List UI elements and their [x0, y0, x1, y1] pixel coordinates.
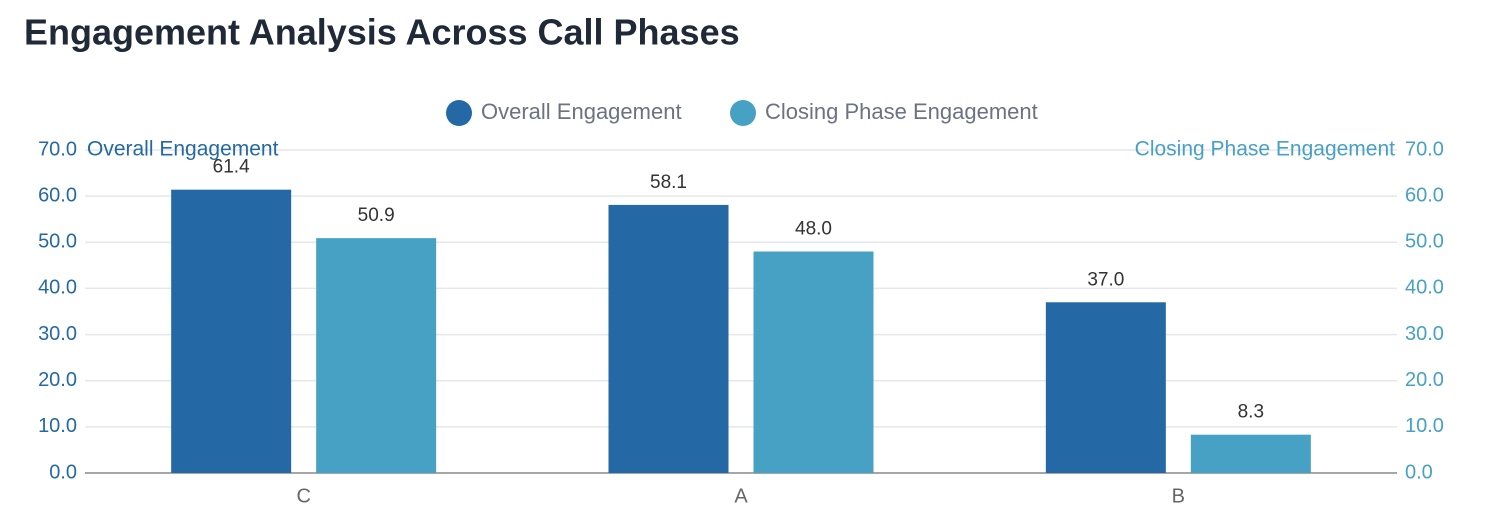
- legend-marker: [730, 100, 756, 126]
- x-tick-label: A: [734, 485, 748, 507]
- y2-tick-label: 30.0: [1405, 323, 1444, 345]
- bar: [753, 251, 874, 473]
- y-tick-label: 60.0: [38, 184, 77, 206]
- value-label: 8.3: [1238, 402, 1264, 423]
- bar: [316, 238, 437, 473]
- bar: [1190, 434, 1311, 473]
- value-label: 58.1: [650, 172, 687, 193]
- bar: [171, 189, 292, 473]
- y2-tick-label: 0.0: [1405, 461, 1433, 483]
- bar: [1045, 302, 1166, 473]
- y-axis-title: Overall Engagement: [87, 138, 279, 161]
- y-tick-label: 20.0: [38, 369, 77, 391]
- y2-tick-label: 10.0: [1405, 415, 1444, 437]
- legend-label: Overall Engagement: [481, 99, 682, 124]
- y2-tick-label: 40.0: [1405, 277, 1444, 299]
- value-label: 61.4: [213, 157, 250, 178]
- y2-tick-label: 70.0: [1405, 138, 1444, 160]
- x-tick-label: B: [1172, 485, 1185, 507]
- y-tick-label: 30.0: [38, 323, 77, 345]
- y2-tick-label: 60.0: [1405, 184, 1444, 206]
- y2-tick-label: 20.0: [1405, 369, 1444, 391]
- y2-axis-title: Closing Phase Engagement: [1135, 138, 1396, 161]
- y-tick-label: 40.0: [38, 277, 77, 299]
- chart-title: Engagement Analysis Across Call Phases: [24, 12, 740, 53]
- value-label: 37.0: [1087, 269, 1124, 290]
- value-label: 50.9: [358, 205, 395, 226]
- value-label: 48.0: [795, 219, 832, 240]
- y2-tick-label: 50.0: [1405, 231, 1444, 253]
- y-tick-label: 10.0: [38, 415, 77, 437]
- legend-marker: [446, 100, 472, 126]
- y-tick-label: 0.0: [49, 461, 77, 483]
- x-tick-label: C: [296, 485, 310, 507]
- bar: [608, 204, 729, 473]
- y-tick-label: 50.0: [38, 231, 77, 253]
- legend-label: Closing Phase Engagement: [765, 99, 1038, 124]
- y-tick-label: 70.0: [38, 138, 77, 160]
